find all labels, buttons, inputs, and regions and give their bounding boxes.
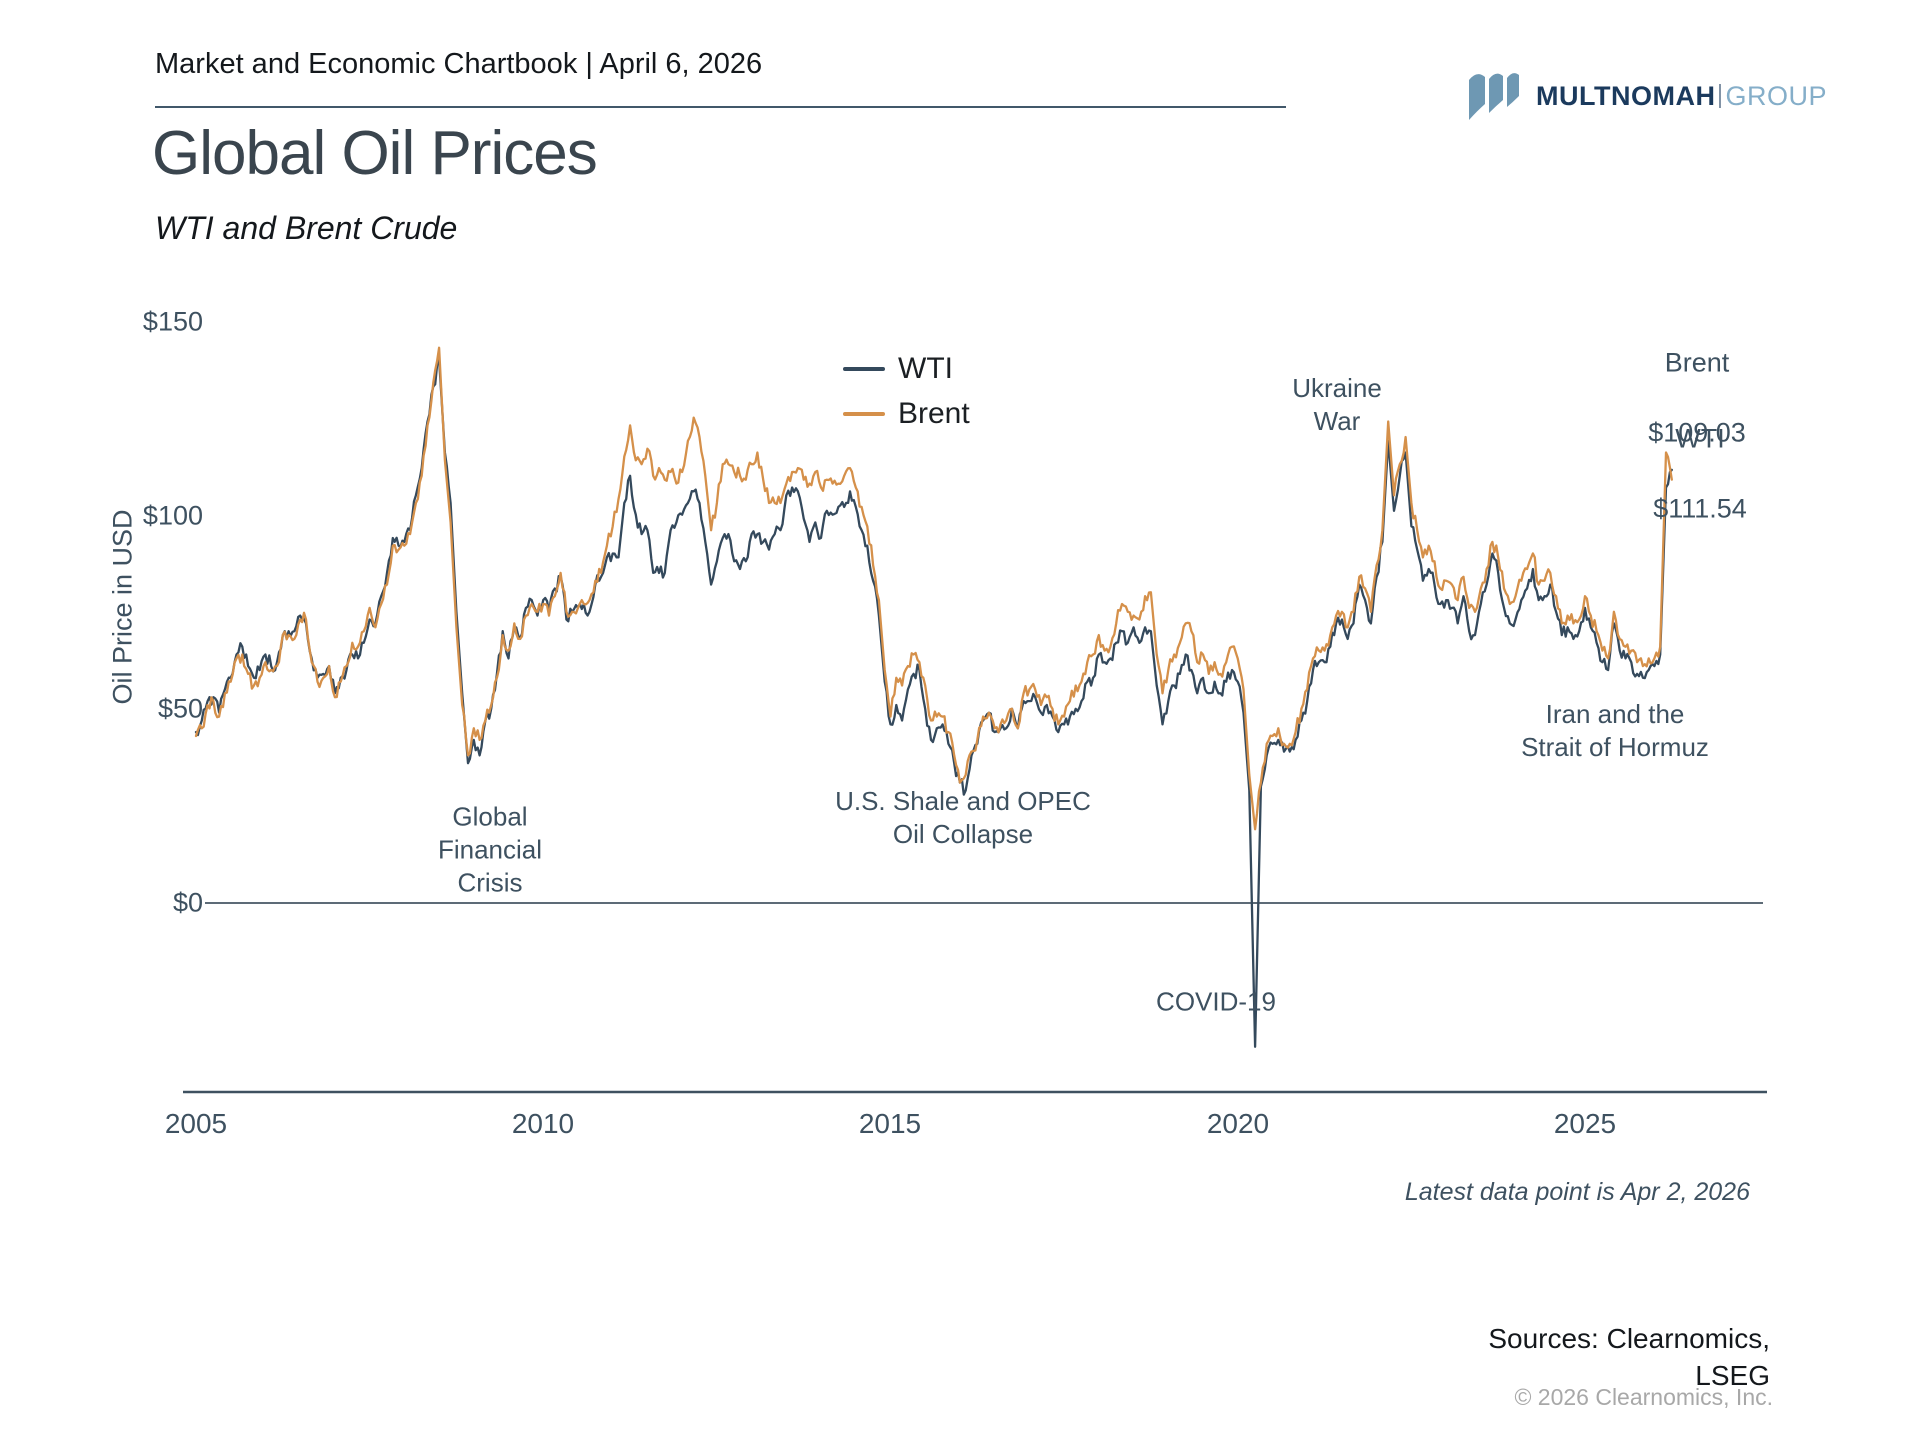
y-tick-50: $50 <box>157 693 203 724</box>
x-tick-2020: 2020 <box>1206 1108 1270 1139</box>
x-tick-2005: 2005 <box>164 1108 228 1139</box>
y-axis-title: Oil Price in USD <box>107 509 138 705</box>
chartbook-header: Market and Economic Chartbook | April 6,… <box>155 48 763 80</box>
y-tick-0: $0 <box>172 887 203 918</box>
logo-wave-icon <box>1469 73 1519 120</box>
sources-line-2: LSEG <box>1695 1360 1770 1391</box>
copyright-note: © 2026 Clearnomics, Inc. <box>1514 1384 1773 1410</box>
header-divider <box>155 106 1286 108</box>
page-subtitle: WTI and Brent Crude <box>155 210 458 246</box>
end-label-wti-value: $111.54 <box>1653 493 1747 524</box>
end-label-brent: Brent $109.03 <box>1648 311 1746 486</box>
annotation-covid-19: COVID-19 <box>1156 986 1276 1017</box>
legend-item-wti: WTI <box>843 346 970 391</box>
y-tick-100: $100 <box>142 500 203 531</box>
legend-label-brent: Brent <box>898 396 970 430</box>
wti-line-swatch <box>843 366 885 371</box>
annotation-global-financial-crisis: Global Financial Crisis <box>437 801 543 898</box>
multnomah-group-logo: MULTNOMAH GROUP <box>1468 72 1827 120</box>
logo-wordmark-multnomah: MULTNOMAH <box>1536 80 1716 111</box>
x-tick-2025: 2025 <box>1553 1108 1617 1139</box>
x-tick-2010: 2010 <box>511 1108 575 1139</box>
end-label-brent-value: $109.03 <box>1648 417 1746 448</box>
series-brent <box>194 346 1673 831</box>
logo-wordmark: MULTNOMAH GROUP <box>1536 81 1827 112</box>
end-label-wti: WTI $111.54 <box>1653 387 1747 562</box>
brent-line-swatch <box>843 411 885 416</box>
sources-line-1: Sources: Clearnomics, <box>1488 1323 1770 1354</box>
chart-legend: WTI Brent <box>843 346 970 436</box>
logo-wordmark-group: GROUP <box>1725 80 1827 111</box>
series-wti <box>194 358 1673 1048</box>
annotation-iran-strait-of-hormuz: Iran and the Strait of Hormuz <box>1521 699 1709 762</box>
end-label-wti-name: WTI <box>1675 423 1725 454</box>
annotation-shale-opec-collapse: U.S. Shale and OPEC Oil Collapse <box>835 786 1091 849</box>
y-tick-150: $150 <box>142 306 203 337</box>
legend-item-brent: Brent <box>843 391 970 436</box>
logo-wordmark-divider <box>1719 84 1722 108</box>
page-title: Global Oil Prices <box>152 119 598 188</box>
sources-note: Sources: Clearnomics, LSEG <box>1488 1320 1770 1394</box>
annotation-ukraine-war: Ukraine War <box>1292 373 1382 436</box>
x-tick-2015: 2015 <box>858 1108 922 1139</box>
legend-label-wti: WTI <box>898 351 953 385</box>
latest-data-footnote: Latest data point is Apr 2, 2026 <box>1404 1178 1750 1206</box>
end-label-brent-name: Brent <box>1664 347 1730 378</box>
